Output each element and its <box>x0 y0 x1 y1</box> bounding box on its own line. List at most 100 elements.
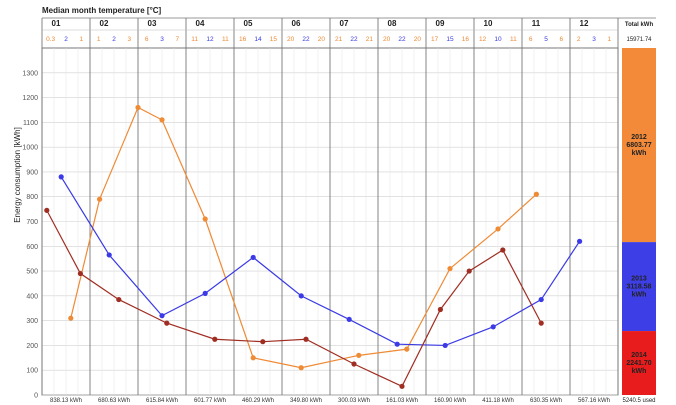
stack-segment-2012 <box>622 48 656 243</box>
month-label: 10 <box>484 19 493 28</box>
chart-title: Median month temperature [°C] <box>42 6 162 15</box>
y-tick-label: 1200 <box>22 95 38 102</box>
y-tick-label: 700 <box>26 219 38 226</box>
data-point-2014 <box>260 339 266 345</box>
data-point-2012 <box>250 355 256 361</box>
monthly-total: 630.35 kWh <box>530 398 562 404</box>
stack-label: kWh <box>632 368 647 375</box>
data-point-2013 <box>538 296 544 303</box>
temperature-value: 11 <box>222 36 229 43</box>
y-tick-label: 1000 <box>22 145 38 152</box>
month-label: 06 <box>292 19 301 28</box>
series-lines <box>44 104 583 389</box>
data-point-2012 <box>202 216 208 222</box>
temperature-value: 2 <box>112 36 116 43</box>
monthly-total: 680.63 kWh <box>98 398 130 404</box>
stack-label: 2241.70 <box>626 360 651 367</box>
y-tick-label: 800 <box>26 194 38 201</box>
series-line-2013 <box>60 176 581 347</box>
stack-label: 6803.77 <box>626 142 651 149</box>
temperature-value: 20 <box>383 36 391 43</box>
data-point-2013 <box>394 341 400 347</box>
y-axis-label: Energy consumption [kWh] <box>13 127 22 223</box>
data-point-2013 <box>159 313 165 319</box>
temperature-value: 22 <box>398 36 406 43</box>
temperature-value: 1 <box>608 36 612 43</box>
monthly-total: 349.80 kWh <box>290 398 322 404</box>
temperature-value: 10 <box>494 36 502 43</box>
monthly-total: 411.18 kWh <box>482 398 514 404</box>
temperature-value: 12 <box>479 36 487 43</box>
stack-label: 2012 <box>631 134 647 141</box>
stack-label: 2014 <box>631 352 647 359</box>
temperature-value: 17 <box>431 36 439 43</box>
data-point-2014 <box>116 296 122 303</box>
monthly-total: 460.29 kWh <box>242 398 274 404</box>
totals-header: Total kWh <box>625 22 654 28</box>
data-point-2014 <box>351 361 357 367</box>
y-tick-label: 1100 <box>23 120 38 127</box>
temperature-value: 3 <box>160 36 164 43</box>
month-label: 11 <box>532 19 541 28</box>
temperature-value: 12 <box>206 36 214 43</box>
totals-bottom-value: 5240.5 used <box>622 398 655 404</box>
data-point-2014 <box>44 207 50 213</box>
month-label: 08 <box>388 19 397 28</box>
temperature-value: 2 <box>577 36 581 43</box>
data-point-2013 <box>106 252 112 258</box>
data-point-2013 <box>346 316 352 323</box>
y-tick-label: 100 <box>26 368 38 375</box>
temperature-value: 11 <box>510 36 517 43</box>
temperature-value: 3 <box>592 36 596 43</box>
stack-label: 2013 <box>631 276 647 283</box>
month-label: 01 <box>52 19 61 28</box>
data-point-2012 <box>356 352 362 358</box>
stack-label: 3118.58 <box>627 284 652 291</box>
series-line-2012 <box>70 106 537 369</box>
monthly-totals: 838.13 kWh 680.63 kWh 615.84 kWh 601.77 kWh… <box>50 398 610 404</box>
temperature-value: 6 <box>560 36 564 43</box>
monthly-total: 601.77 kWh <box>194 398 226 404</box>
data-point-2013 <box>250 254 256 261</box>
data-point-2014 <box>437 306 443 313</box>
month-label: 02 <box>100 19 109 28</box>
data-point-2012 <box>495 226 501 232</box>
monthly-total: 300.03 kWh <box>338 398 370 404</box>
temperature-value: 20 <box>287 36 295 43</box>
data-point-2014 <box>212 336 218 342</box>
data-point-2014 <box>399 383 405 389</box>
temperature-value: 22 <box>350 36 358 43</box>
temperature-value: 5 <box>544 36 548 43</box>
data-point-2012 <box>447 265 453 272</box>
data-point-2012 <box>159 117 165 123</box>
month-label: 05 <box>244 19 253 28</box>
temperature-value: 7 <box>176 36 180 43</box>
y-tick-label: 400 <box>26 293 38 300</box>
temperature-value: 6 <box>145 36 149 43</box>
data-point-2014 <box>500 247 506 253</box>
stack-label: kWh <box>632 150 647 157</box>
temperature-value: 21 <box>335 36 343 43</box>
y-tick-label: 1300 <box>22 70 38 77</box>
y-tick-label: 900 <box>26 169 38 176</box>
temperature-value: 20 <box>318 36 326 43</box>
data-point-2013 <box>58 174 64 180</box>
data-point-2013 <box>442 342 448 349</box>
totals-top-value: 15971.74 <box>626 37 652 43</box>
stack-segment-2014 <box>622 331 656 395</box>
temperature-value: 0.3 <box>46 36 55 43</box>
month-label: 04 <box>196 19 205 28</box>
monthly-total: 615.84 kWh <box>146 398 178 404</box>
temperature-value: 15 <box>270 36 278 43</box>
month-label: 12 <box>580 19 589 28</box>
temperature-value: 22 <box>302 36 310 43</box>
totals-column: Total kWh15971.7420126803.77kWh20133118.… <box>622 22 656 404</box>
month-label: 03 <box>148 19 157 28</box>
stack-segment-2013 <box>622 242 656 332</box>
data-point-2012 <box>404 346 410 352</box>
data-point-2014 <box>538 320 544 326</box>
data-point-2012 <box>135 104 141 111</box>
temperature-value: 11 <box>191 36 198 43</box>
